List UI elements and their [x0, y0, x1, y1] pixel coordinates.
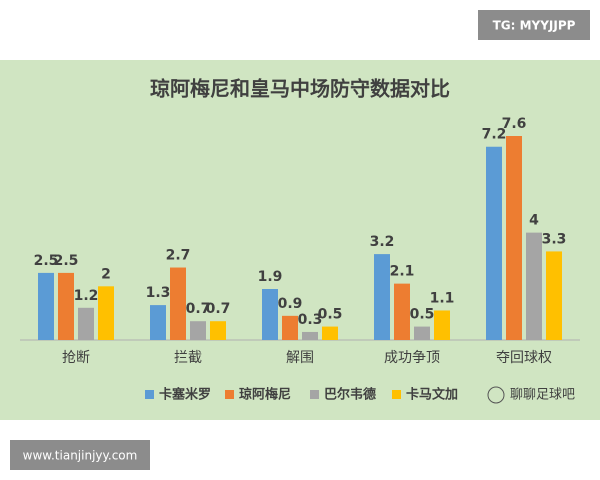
bar — [434, 310, 450, 340]
bar — [78, 307, 94, 340]
badge: TG: MYYJJPP — [493, 19, 576, 33]
legend-label: 琼阿梅尼 — [239, 387, 291, 403]
value-label: 2.5 — [54, 253, 79, 269]
x-tick-label: 成功争顶 — [384, 350, 440, 366]
value-label: 2.7 — [166, 248, 191, 264]
value-label: 0.9 — [278, 296, 303, 312]
bar — [58, 272, 74, 340]
value-label: 0.5 — [318, 307, 343, 323]
bar — [282, 315, 298, 340]
legend-swatch — [392, 390, 401, 399]
bar — [38, 272, 54, 340]
x-tick-label: 夺回球权 — [496, 350, 552, 366]
value-label: 0.7 — [206, 301, 231, 317]
bar — [322, 326, 338, 340]
watermark: 聊聊足球吧 — [510, 388, 575, 403]
bar — [262, 289, 278, 340]
value-label: 1.9 — [258, 269, 283, 285]
bar — [210, 321, 226, 340]
value-label: 1.1 — [430, 290, 455, 306]
legend-swatch — [225, 390, 234, 399]
x-tick-label: 抢断 — [62, 349, 90, 366]
bar — [150, 305, 166, 340]
badge-box — [478, 10, 590, 40]
legend-label: 卡塞米罗 — [159, 387, 211, 403]
watermark-icon — [487, 386, 505, 404]
value-label: 2 — [101, 266, 111, 282]
value-label: 0.3 — [298, 312, 323, 328]
legend-swatch — [310, 390, 319, 399]
website: www.tianjinjyy.com — [23, 449, 138, 463]
chart-title: 琼阿梅尼和皇马中场防守数据对比 — [150, 77, 450, 101]
website-box — [10, 440, 150, 470]
value-label: 2.5 — [34, 253, 59, 269]
bar — [486, 146, 502, 340]
bar — [98, 286, 114, 340]
legend-label: 巴尔韦德 — [324, 387, 376, 403]
bar — [374, 254, 390, 340]
bar — [506, 136, 522, 340]
bar — [302, 331, 318, 340]
legend-label: 卡马文加 — [406, 387, 458, 403]
value-label: 0.7 — [186, 301, 211, 317]
bar — [414, 326, 430, 340]
x-tick-label: 解围 — [286, 350, 314, 366]
bar — [546, 251, 562, 340]
value-label: 3.2 — [370, 234, 395, 250]
value-label: 0.5 — [410, 307, 435, 323]
value-label: 7.6 — [502, 116, 527, 132]
value-label: 1.2 — [74, 288, 99, 304]
value-label: 4 — [529, 213, 539, 229]
bar — [526, 232, 542, 340]
value-label: 1.3 — [146, 285, 171, 301]
legend-swatch — [145, 390, 154, 399]
value-label: 7.2 — [482, 127, 507, 143]
bar — [170, 267, 186, 340]
value-label: 2.1 — [390, 264, 415, 280]
x-tick-label: 拦截 — [174, 350, 202, 366]
bar — [394, 283, 410, 340]
bar — [190, 321, 206, 340]
value-label: 3.3 — [542, 231, 567, 247]
